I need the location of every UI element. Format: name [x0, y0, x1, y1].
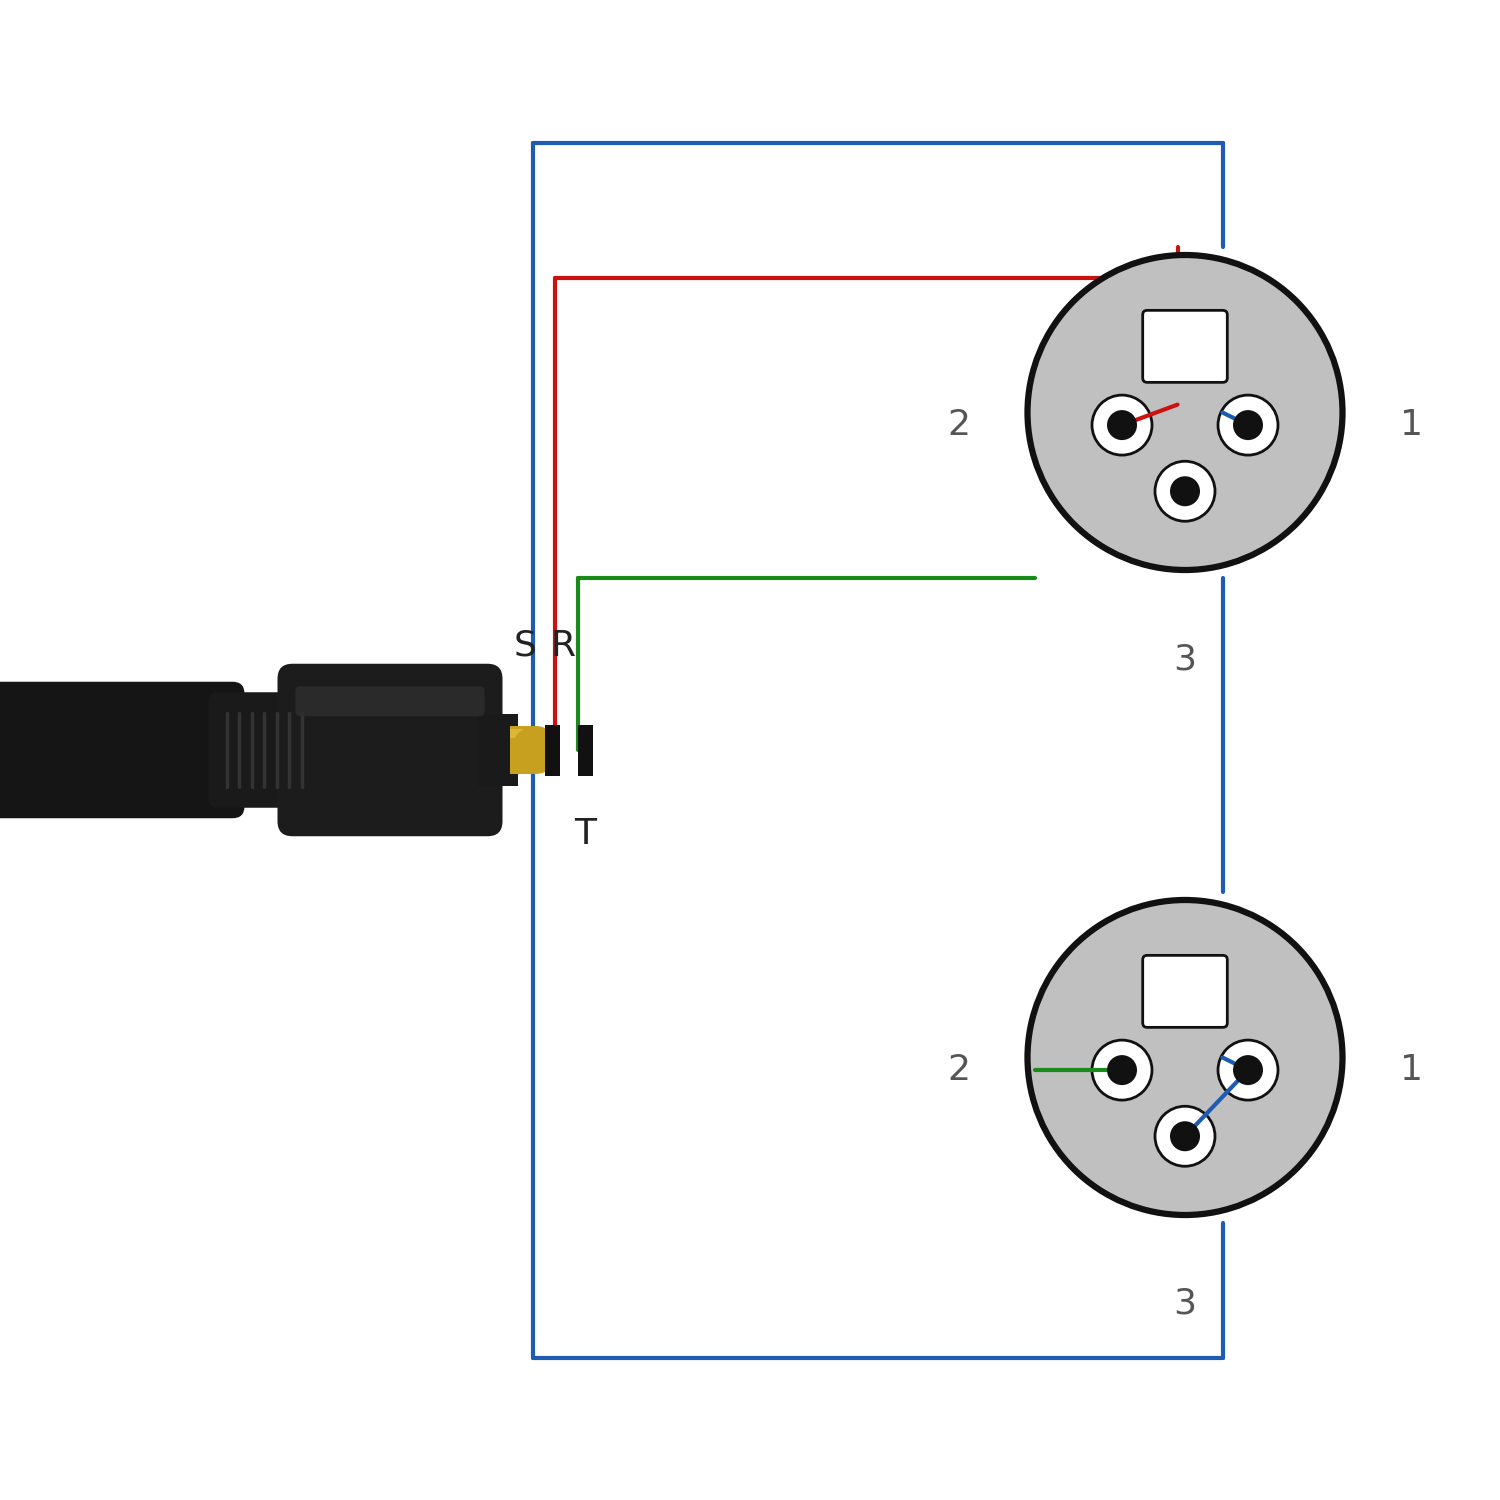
Circle shape	[1028, 900, 1342, 1215]
Circle shape	[1170, 1122, 1200, 1152]
Circle shape	[1218, 1040, 1278, 1100]
Text: 2: 2	[948, 1053, 970, 1088]
Circle shape	[512, 726, 560, 774]
Text: R: R	[550, 628, 574, 663]
Circle shape	[1155, 1107, 1215, 1167]
Circle shape	[1233, 1054, 1263, 1084]
Circle shape	[1092, 394, 1152, 454]
Circle shape	[1107, 1054, 1137, 1084]
FancyBboxPatch shape	[278, 663, 502, 837]
FancyBboxPatch shape	[510, 729, 532, 738]
FancyBboxPatch shape	[578, 724, 592, 776]
Circle shape	[1028, 255, 1342, 570]
Circle shape	[1233, 410, 1263, 440]
Circle shape	[1155, 462, 1215, 522]
Text: 1: 1	[1400, 408, 1422, 442]
FancyBboxPatch shape	[296, 687, 484, 717]
Text: 3: 3	[1173, 1287, 1197, 1322]
FancyBboxPatch shape	[209, 693, 316, 807]
Circle shape	[1170, 477, 1200, 507]
Text: S: S	[513, 628, 537, 663]
FancyBboxPatch shape	[477, 714, 518, 786]
Text: 1: 1	[1400, 1053, 1422, 1088]
Circle shape	[1218, 394, 1278, 454]
Text: 2: 2	[948, 408, 970, 442]
FancyBboxPatch shape	[510, 726, 532, 774]
FancyBboxPatch shape	[1143, 310, 1227, 382]
FancyBboxPatch shape	[1143, 956, 1227, 1028]
FancyBboxPatch shape	[0, 681, 244, 819]
Text: 3: 3	[1173, 642, 1197, 676]
Circle shape	[1092, 1040, 1152, 1100]
Circle shape	[1107, 410, 1137, 440]
FancyBboxPatch shape	[544, 724, 560, 776]
Text: T: T	[574, 818, 596, 852]
